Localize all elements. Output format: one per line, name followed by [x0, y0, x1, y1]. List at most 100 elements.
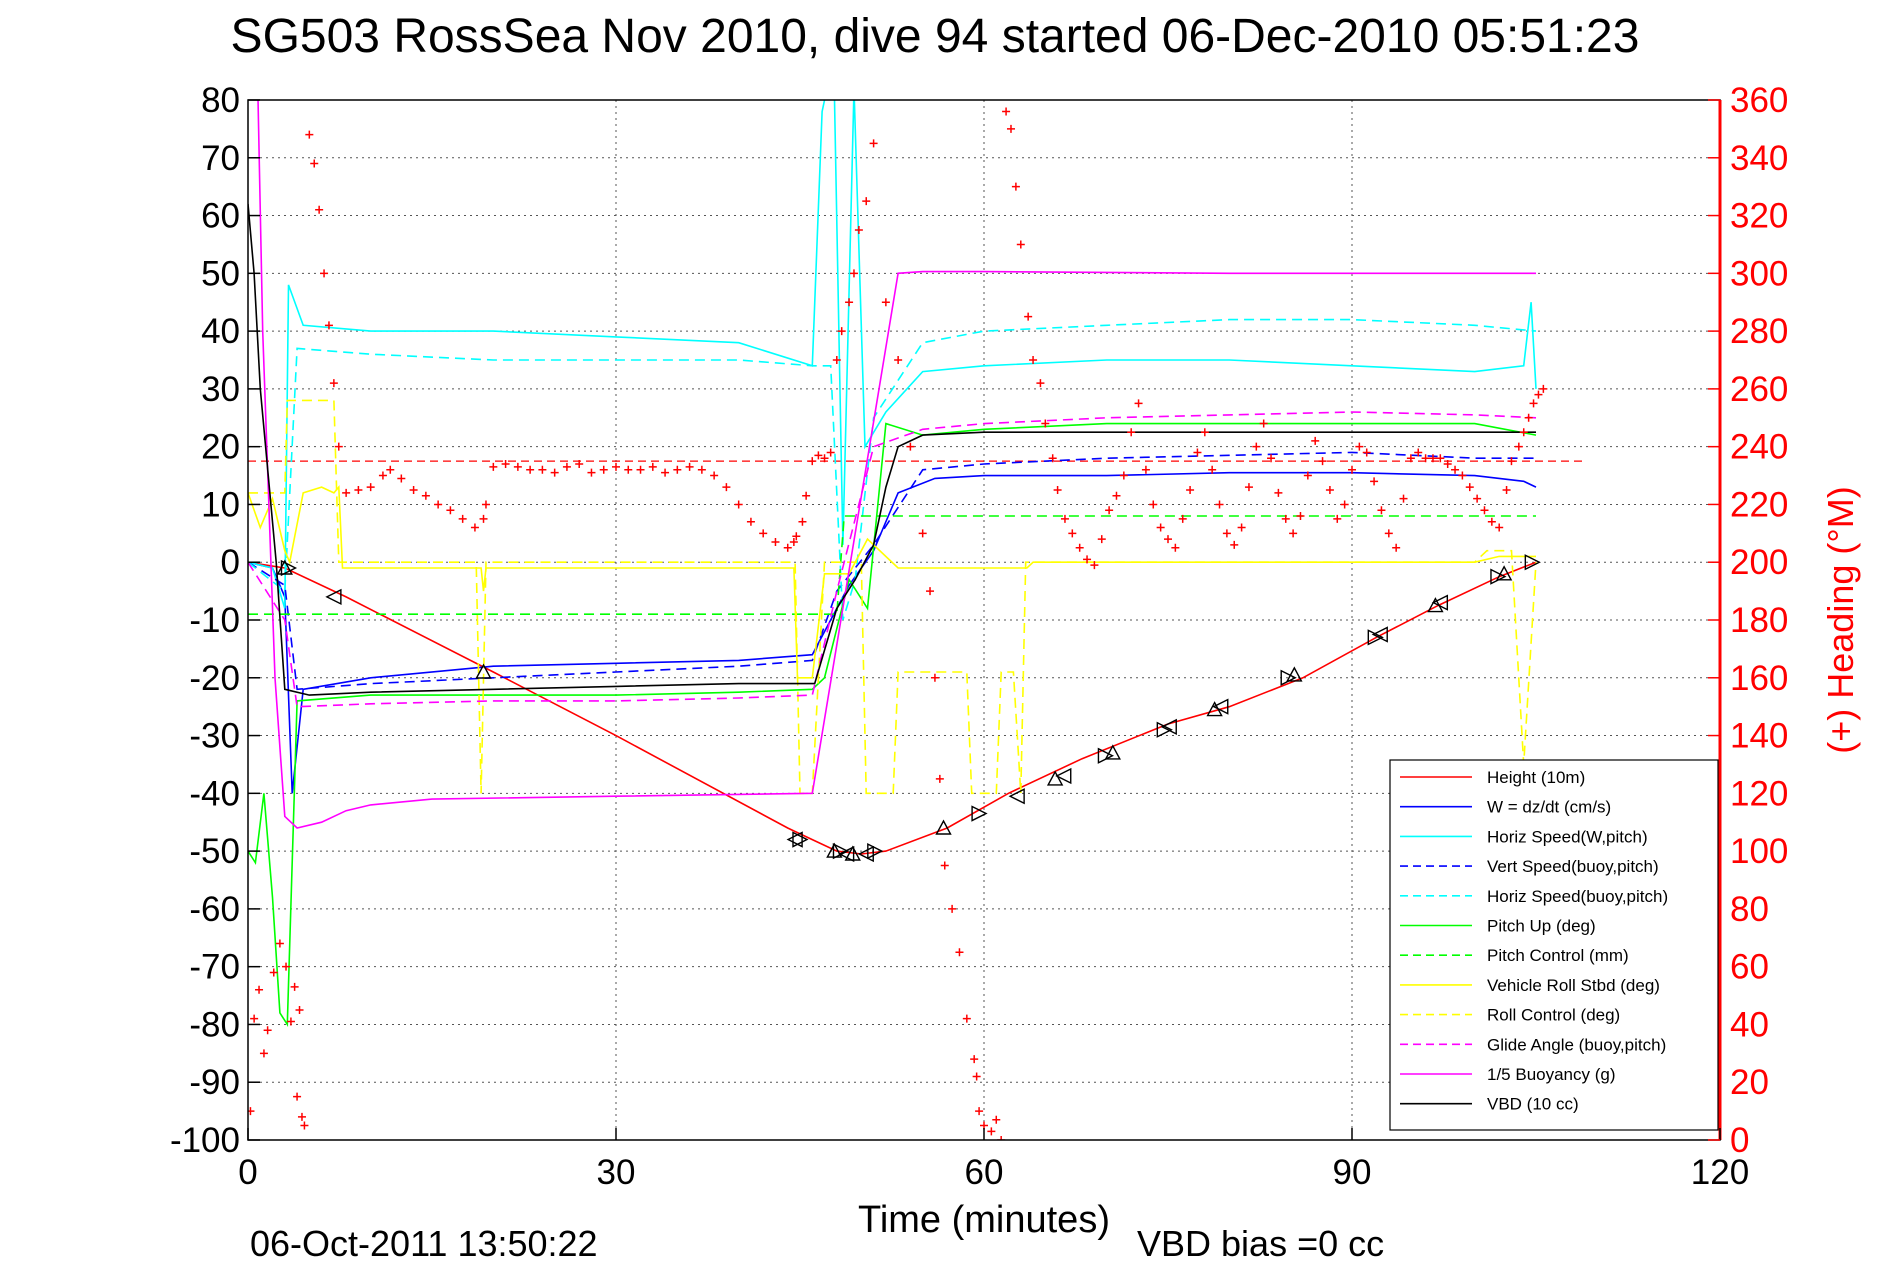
y-tick-label: 20	[201, 428, 240, 467]
legend-label: VBD (10 cc)	[1487, 1095, 1579, 1114]
heading-point	[1428, 454, 1437, 463]
heading-point	[722, 483, 731, 492]
y-tick-label: -80	[189, 1005, 240, 1044]
y-tick-label: 60	[201, 197, 240, 236]
heading-point	[992, 1115, 1001, 1124]
y-tick-label: -90	[189, 1063, 240, 1102]
heading-point	[1068, 529, 1077, 538]
tick-layer: 0 30 60 90 12080706050403020100-10-20-30-40-…	[170, 81, 1788, 1192]
triangle-marker	[867, 842, 884, 860]
legend-label: Vert Speed(buoy,pitch)	[1487, 857, 1659, 876]
heading-point	[1325, 486, 1334, 494]
heading-point	[562, 462, 571, 471]
heading-point	[1443, 460, 1452, 468]
heading-point	[849, 269, 858, 278]
heading-point	[315, 205, 324, 214]
heading-point	[1119, 471, 1128, 480]
heading-layer	[248, 107, 1548, 1140]
heading-point	[575, 460, 584, 468]
heading-point	[948, 904, 957, 913]
x-tick-label: 120	[1691, 1153, 1749, 1192]
heading-point	[1392, 543, 1401, 552]
legend-box	[1389, 759, 1719, 1131]
heading-point	[1289, 529, 1298, 538]
heading-point	[1451, 465, 1460, 474]
heading-point	[255, 985, 264, 994]
heading-point	[1041, 419, 1050, 428]
triangle-marker	[1371, 626, 1388, 643]
heading-point	[1355, 442, 1364, 451]
heading-point	[854, 226, 863, 234]
y2-tick-label: 40	[1730, 1005, 1769, 1044]
series-line	[257, 100, 1536, 829]
triangle-marker	[857, 845, 874, 863]
heading-point	[1534, 390, 1543, 399]
heading-point	[820, 454, 829, 463]
heading-point	[320, 269, 329, 278]
heading-point	[1267, 454, 1276, 463]
heading-point	[802, 491, 811, 500]
heading-point	[710, 471, 719, 480]
heading-point	[1377, 506, 1386, 515]
heading-point	[1060, 514, 1069, 523]
y-tick-label: 30	[201, 370, 240, 409]
heading-point	[470, 523, 479, 532]
heading-point	[1053, 486, 1062, 494]
heading-point	[962, 1014, 971, 1023]
heading-point	[550, 468, 559, 477]
heading-point	[1149, 500, 1158, 509]
legend-label: Height (10m)	[1487, 768, 1585, 787]
heading-point	[1237, 523, 1246, 532]
heading-point	[906, 442, 915, 451]
x-axis-label: Time (minutes)	[858, 1199, 1110, 1241]
heading-point	[1141, 465, 1150, 474]
heading-point	[648, 462, 657, 471]
heading-point	[734, 500, 743, 509]
series-line	[248, 471, 1537, 794]
heading-point	[1222, 529, 1231, 538]
heading-point	[1244, 483, 1253, 492]
series-line	[248, 411, 1537, 708]
y2-tick-label: 100	[1730, 832, 1788, 871]
heading-point	[1406, 454, 1415, 463]
heading-point	[1524, 413, 1533, 422]
heading-point	[624, 465, 633, 474]
y-tick-label: -30	[189, 717, 240, 756]
heading-point	[290, 982, 299, 991]
heading-point	[975, 1107, 984, 1116]
y-tick-label: 80	[201, 81, 240, 120]
heading-point	[587, 468, 596, 477]
heading-point	[1090, 561, 1099, 570]
legend-label: Vehicle Roll Stbd (deg)	[1487, 976, 1660, 995]
heading-point	[342, 488, 351, 497]
heading-point	[378, 471, 387, 480]
heading-point	[1318, 457, 1327, 466]
heading-point	[1311, 436, 1320, 445]
heading-point	[673, 465, 682, 474]
heading-point	[599, 465, 608, 474]
heading-point	[1303, 471, 1312, 480]
y2-tick-label: 240	[1730, 428, 1788, 467]
triangle-marker	[971, 805, 988, 822]
heading-point	[1024, 312, 1033, 321]
heading-point	[1036, 379, 1045, 388]
right-axis-label: (+) Heading (°M)	[1820, 486, 1861, 753]
heading-point	[293, 1092, 302, 1101]
heading-point	[845, 298, 854, 307]
series-line	[248, 399, 1537, 795]
heading-point	[269, 968, 278, 977]
triangle-marker	[1431, 594, 1449, 611]
y2-tick-label: 60	[1730, 948, 1769, 987]
heading-point	[295, 1006, 304, 1014]
y-tick-label: 50	[201, 254, 240, 293]
triangle-marker	[1104, 744, 1121, 760]
heading-point	[397, 474, 406, 483]
heading-point	[1414, 448, 1423, 457]
heading-point	[759, 529, 768, 538]
triangle-marker	[1008, 788, 1025, 805]
heading-point	[310, 159, 319, 168]
timestamp: 06-Oct-2011 13:50:22	[250, 1223, 598, 1262]
heading-point	[1502, 486, 1511, 494]
heading-point	[798, 517, 807, 526]
